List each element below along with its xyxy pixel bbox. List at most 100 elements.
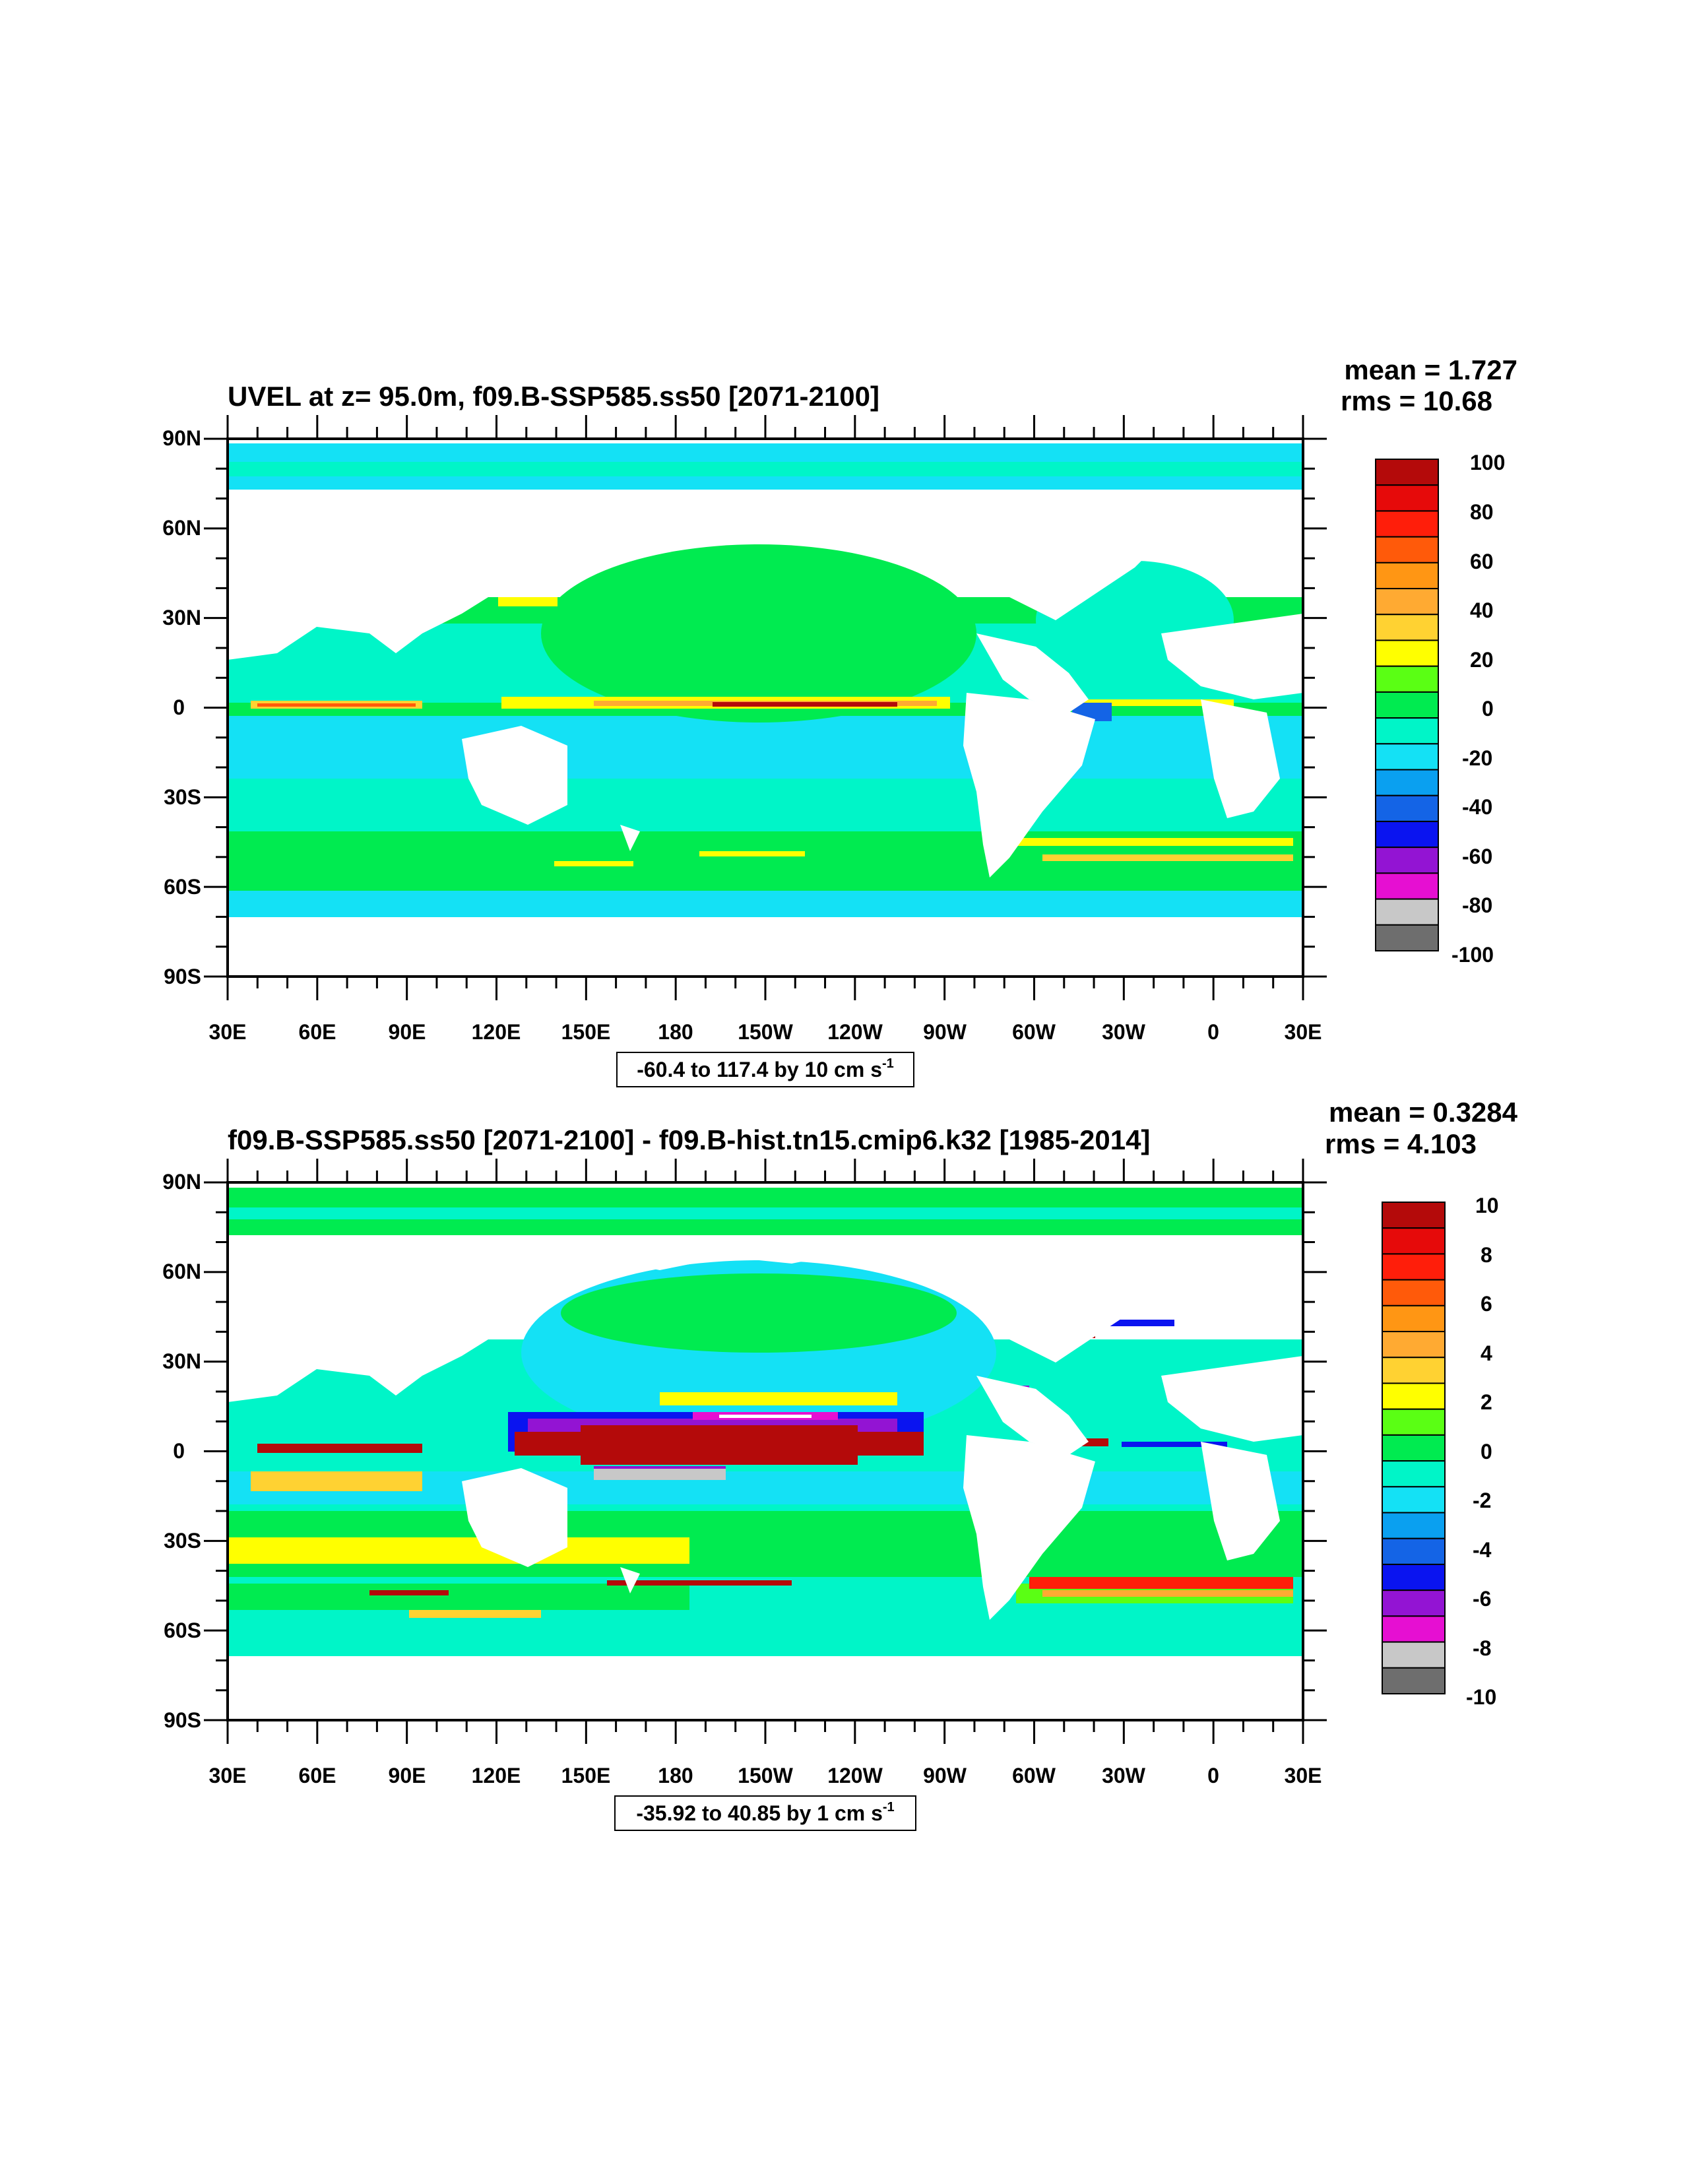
panel-1-colorbar-swatch	[1375, 484, 1439, 512]
panel-2-map	[228, 1182, 1303, 1720]
panel-1-lat-label: 90N	[162, 426, 201, 450]
panel-2-ticks	[204, 1159, 1327, 1744]
panel-2-colorbar-swatch	[1382, 1408, 1446, 1436]
panel-1-lon-label: 90E	[389, 1020, 426, 1044]
panel-2-lon-label: 30E	[1285, 1764, 1322, 1787]
panel-1-colorbar-swatch	[1375, 588, 1439, 616]
panel-2-colorbar-swatch	[1382, 1357, 1446, 1384]
panel-1-colorbar-swatch	[1375, 665, 1439, 693]
panel-1-lon-label: 60E	[299, 1020, 336, 1044]
panel-1-range-text: -60.4 to 117.4 by 10 cm s-1	[637, 1056, 894, 1081]
panel-2-colorbar-swatch	[1382, 1537, 1446, 1565]
panel-2-colorbar-label: 10	[1475, 1194, 1499, 1217]
panel-1-colorbar-swatch	[1375, 614, 1439, 641]
panel-2-colorbar-labels: 10 8 6 4 2 0 -2 -4 -6 -8 -10	[1466, 1194, 1499, 1709]
panel-1-colorbar-swatch	[1375, 847, 1439, 874]
panel-2-colorbar-swatch	[1382, 1590, 1446, 1617]
panel-1-lon-label: 30W	[1102, 1020, 1146, 1044]
panel-1-lon-label: 60W	[1012, 1020, 1056, 1044]
panel-2-lon-label: 60E	[299, 1764, 336, 1787]
panel-1-colorbar-labels: 100 80 60 40 20 0 -20 -40 -60 -80 -100	[1451, 451, 1505, 967]
panel-2-lat-label: 0	[173, 1439, 185, 1463]
panel-2-colorbar-label: 6	[1481, 1292, 1492, 1316]
panel-1-colorbar-swatch	[1375, 639, 1439, 667]
panel-2-colorbar-swatch	[1382, 1460, 1446, 1488]
panel-2-colorbar	[1382, 1202, 1446, 1695]
panel-1-colorbar-swatch	[1375, 510, 1439, 538]
panel-2-lon-label: 30E	[209, 1764, 247, 1787]
panel-2-colorbar-swatch	[1382, 1641, 1446, 1669]
panel-2-colorbar-swatch	[1382, 1486, 1446, 1514]
panel-1-colorbar	[1375, 459, 1439, 951]
panel-2-lat-label: 90S	[164, 1708, 201, 1732]
panel-1-lon-label: 0	[1207, 1020, 1219, 1044]
panel-2-lat-label: 30N	[162, 1349, 201, 1373]
panel-2-title: f09.B-SSP585.ss50 [2071-2100] - f09.B-hi…	[228, 1124, 1150, 1155]
panel-2-colorbar-swatch	[1382, 1563, 1446, 1591]
panel-1: UVEL at z= 95.0m, f09.B-SSP585.ss50 [207…	[162, 354, 1517, 1087]
panel-2-colorbar-swatch	[1382, 1382, 1446, 1410]
panel-2-lon-label: 150W	[738, 1764, 793, 1787]
panel-2-colorbar-swatch	[1382, 1279, 1446, 1306]
panel-1-land	[228, 490, 1303, 977]
panel-2-lon-label: 120W	[827, 1764, 883, 1787]
panel-1-lat-label: 0	[173, 695, 185, 719]
panel-1-lat-label: 90S	[164, 965, 201, 988]
panel-1-colorbar-swatch	[1375, 820, 1439, 849]
panel-2-land	[228, 1235, 1303, 1720]
panel-1-colorbar-swatch	[1375, 769, 1439, 796]
panel-1-colorbar-label: 80	[1470, 500, 1494, 524]
panel-1-colorbar-label: 60	[1470, 550, 1494, 573]
panel-1-colorbar-swatch	[1375, 691, 1439, 719]
panel-1-lon-label: 150W	[738, 1020, 793, 1044]
panel-1-range-box	[616, 1052, 914, 1087]
panel-1-colorbar-swatch	[1375, 717, 1439, 745]
panel-2-colorbar-swatch	[1382, 1227, 1446, 1255]
panel-2-colorbar-swatch	[1382, 1434, 1446, 1462]
panel-2-colorbar-label: -10	[1466, 1685, 1496, 1709]
panel-1-colorbar-label: -100	[1451, 943, 1494, 967]
panel-2-colorbar-swatch	[1382, 1331, 1446, 1359]
panel-1-lon-label: 120W	[827, 1020, 883, 1044]
panel-1-colorbar-swatch	[1375, 459, 1439, 486]
panel-2-lon-label: 90W	[923, 1764, 967, 1787]
panel-2-lon-label: 120E	[472, 1764, 521, 1787]
panel-2-colorbar-label: 0	[1481, 1440, 1492, 1463]
panel-1-lon-label: 150E	[561, 1020, 611, 1044]
panel-1-lat-label: 60N	[162, 516, 201, 540]
panel-1-map	[228, 439, 1303, 977]
panel-2-colorbar-swatch	[1382, 1304, 1446, 1333]
panel-2-colorbar-swatch	[1382, 1253, 1446, 1281]
panel-2-lon-label: 90E	[389, 1764, 426, 1787]
panel-1-colorbar-swatch	[1375, 536, 1439, 563]
panel-2-range-box	[614, 1795, 916, 1831]
panel-2-lat-label: 60N	[162, 1260, 201, 1283]
panel-1-colorbar-label: -60	[1462, 845, 1492, 868]
panel-1-colorbar-swatch	[1375, 872, 1439, 900]
panel-2-colorbar-label: 8	[1481, 1243, 1492, 1267]
panel-1-lon-label: 180	[658, 1020, 693, 1044]
panel-2: f09.B-SSP585.ss50 [2071-2100] - f09.B-hi…	[162, 1097, 1518, 1831]
panel-2-colorbar-label: 2	[1481, 1390, 1492, 1414]
panel-2-lon-label: 30W	[1102, 1764, 1146, 1787]
panel-1-colorbar-label: 20	[1470, 648, 1494, 672]
panel-1-colorbar-label: 40	[1470, 598, 1494, 622]
panel-1-lat-label: 30N	[162, 606, 201, 629]
panel-1-ticks	[204, 415, 1327, 1000]
panel-1-colorbar-swatch	[1375, 743, 1439, 771]
panel-1-colorbar-swatch	[1375, 794, 1439, 822]
panel-2-colorbar-swatch	[1382, 1202, 1446, 1229]
panel-2-colorbar-swatch	[1382, 1512, 1446, 1539]
panel-1-lon-label: 120E	[472, 1020, 521, 1044]
panel-1-colorbar-label: -80	[1462, 893, 1492, 917]
panel-2-lon-label: 0	[1207, 1764, 1219, 1787]
panel-2-colorbar-label: -4	[1473, 1538, 1492, 1562]
panel-2-lon-label: 60W	[1012, 1764, 1056, 1787]
panel-2-mean: mean = 0.3284	[1329, 1097, 1518, 1128]
panel-2-colorbar-label: -8	[1473, 1636, 1491, 1660]
panel-2-colorbar-label: 4	[1481, 1341, 1492, 1365]
panel-1-rms: rms = 10.68	[1341, 385, 1492, 416]
panel-1-lon-label: 30E	[209, 1020, 247, 1044]
panel-1-lat-label: 30S	[164, 785, 201, 809]
